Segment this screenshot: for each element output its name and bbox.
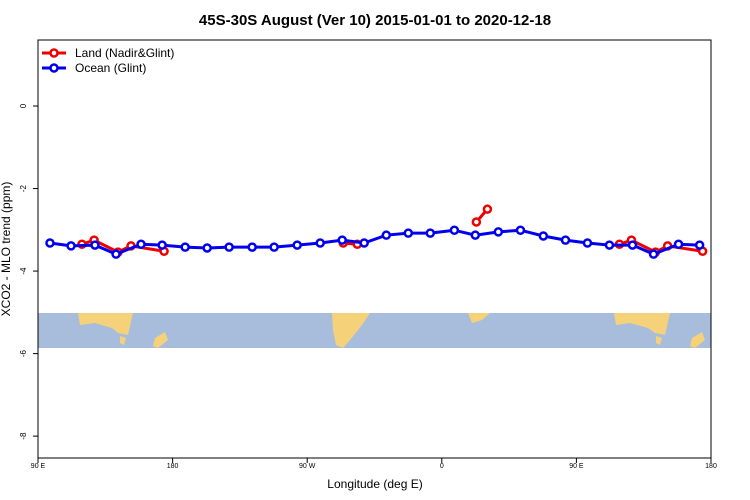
data-point — [694, 240, 705, 250]
data-point — [224, 242, 234, 252]
data-point — [538, 231, 549, 241]
data-point — [582, 238, 593, 248]
x-tick-label: 180 — [167, 463, 179, 470]
data-point — [449, 225, 460, 235]
chart-title: 45S-30S August (Ver 10) 2015-01-01 to 20… — [199, 12, 551, 29]
data-point — [247, 242, 257, 252]
data-point — [627, 240, 638, 250]
data-point — [111, 249, 121, 259]
data-point — [470, 230, 481, 240]
data-point — [269, 242, 279, 252]
map-strip — [38, 313, 711, 348]
data-point — [359, 238, 369, 248]
legend-label: Ocean (Glint) — [75, 61, 146, 75]
data-point — [90, 240, 100, 250]
plot-frame — [37, 39, 712, 459]
x-tick-label: 0 — [440, 463, 444, 470]
data-point — [66, 241, 76, 251]
legend-label: Land (Nadir&Glint) — [75, 46, 174, 60]
data-point — [648, 249, 659, 259]
data-point — [493, 227, 504, 237]
data-point — [604, 240, 615, 250]
data-point — [337, 235, 347, 245]
y-tick-label: -4 — [19, 267, 28, 275]
data-point — [45, 238, 55, 248]
data-point — [315, 238, 325, 248]
series-line — [49, 228, 700, 256]
data-point — [381, 230, 392, 240]
data-point — [482, 204, 493, 214]
y-tick-label: -8 — [19, 432, 28, 440]
data-point — [136, 239, 146, 250]
x-tick-label: 90 E — [569, 463, 584, 470]
data-point — [292, 240, 302, 250]
x-axis-label: Longitude (deg E) — [327, 477, 422, 491]
data-point — [202, 243, 212, 253]
y-tick-label: -6 — [19, 350, 28, 358]
x-tick-label: 90 W — [299, 463, 316, 470]
y-axis-label: XCO2 - MLO trend (ppm) — [0, 182, 13, 317]
y-tick-label: 0 — [19, 103, 28, 108]
legend-marker — [49, 63, 59, 73]
x-tick-label: 180 — [705, 463, 717, 470]
legend-marker — [49, 48, 59, 58]
data-point — [425, 228, 436, 238]
data-point — [157, 240, 167, 250]
y-tick-label: -2 — [19, 184, 28, 192]
data-point — [515, 225, 526, 235]
data-point — [403, 228, 414, 238]
data-point — [560, 235, 571, 245]
x-tick-label: 90 E — [31, 463, 46, 470]
data-point — [180, 242, 190, 252]
data-point — [471, 217, 482, 227]
data-point — [673, 239, 684, 250]
